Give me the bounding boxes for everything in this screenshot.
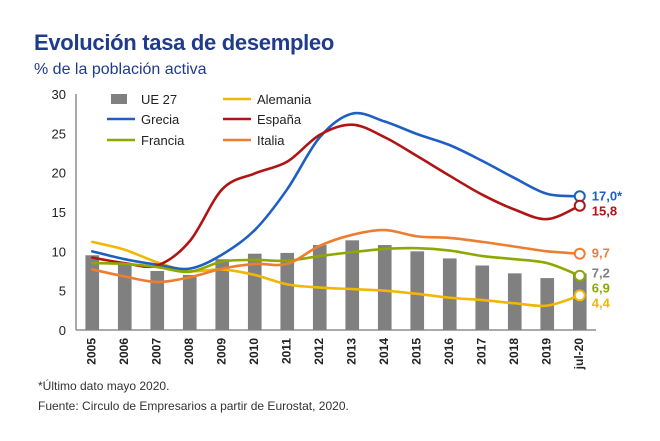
end-label: 6,9	[592, 280, 610, 295]
end-marker	[573, 199, 586, 212]
bar-ue27	[182, 274, 197, 330]
x-tick-label: 2006	[117, 338, 131, 365]
bar-ue27	[540, 278, 555, 330]
bar-ue27	[507, 273, 522, 330]
legend-label: UE 27	[141, 92, 177, 107]
line-italia	[90, 228, 582, 284]
bar-ue27	[410, 251, 425, 330]
line-francia	[90, 246, 582, 278]
x-tick-label: 2009	[214, 338, 228, 365]
x-tick-label: 2007	[149, 338, 163, 365]
x-tick-label: 2016	[442, 338, 456, 365]
chart-subtitle: % de la población activa	[34, 61, 207, 78]
bar-ue27	[117, 263, 132, 330]
x-tick-label: 2014	[377, 338, 391, 365]
bar-ue27	[85, 255, 100, 330]
bar-ue27	[247, 253, 262, 330]
x-tick-label: 2012	[312, 338, 326, 365]
end-marker	[573, 247, 586, 260]
source-note: Fuente: Circulo de Empresarios a partir …	[38, 399, 349, 413]
x-tick-label: 2005	[84, 338, 98, 365]
chart-title: Evolución tasa de desempleo	[34, 30, 334, 55]
x-tick-label: 2010	[247, 338, 261, 365]
line-alemania	[90, 240, 582, 308]
y-tick-label: 25	[52, 126, 66, 141]
y-tick-label: 0	[59, 323, 66, 338]
legend-label: Alemania	[257, 92, 312, 107]
legend-label: Italia	[257, 133, 285, 148]
bar-ue27	[215, 259, 230, 330]
bar-ue27	[345, 240, 360, 330]
legend-swatch-bar	[111, 94, 127, 104]
bar-ue27	[442, 258, 457, 330]
line-espana	[90, 123, 582, 269]
x-tick-label: 2008	[182, 338, 196, 365]
end-label: 15,8	[592, 203, 617, 218]
x-tick-label: 2013	[344, 338, 358, 365]
end-label: 4,4	[592, 295, 611, 310]
y-tick-label: 15	[52, 205, 66, 220]
legend-label: España	[257, 112, 302, 127]
x-tick-label: 2018	[507, 338, 521, 365]
end-label: 7,2	[592, 265, 610, 280]
end-label: 17,0*	[592, 188, 623, 203]
end-marker	[573, 289, 586, 302]
y-tick-label: 10	[52, 244, 66, 259]
x-tick-label: 2017	[474, 338, 488, 365]
x-tick-label: jul-20	[572, 338, 586, 371]
legend-label: Francia	[141, 133, 185, 148]
legend-label: Grecia	[141, 112, 180, 127]
bar-ue27	[572, 273, 587, 330]
x-tick-label: 2015	[409, 338, 423, 365]
x-tick-label: 2019	[539, 338, 553, 365]
y-tick-label: 5	[59, 284, 66, 299]
bar-ue27	[475, 265, 490, 330]
end-label: 9,7	[592, 246, 610, 261]
bar-ue27	[150, 271, 165, 330]
line-grecia	[90, 111, 582, 271]
y-tick-label: 20	[52, 166, 66, 181]
y-tick-label: 30	[52, 87, 66, 102]
bar-ue27	[280, 252, 295, 330]
footnote: *Último dato mayo 2020.	[38, 379, 170, 393]
x-tick-label: 2011	[279, 338, 293, 364]
bar-ue27	[377, 245, 392, 330]
end-marker	[573, 269, 586, 282]
